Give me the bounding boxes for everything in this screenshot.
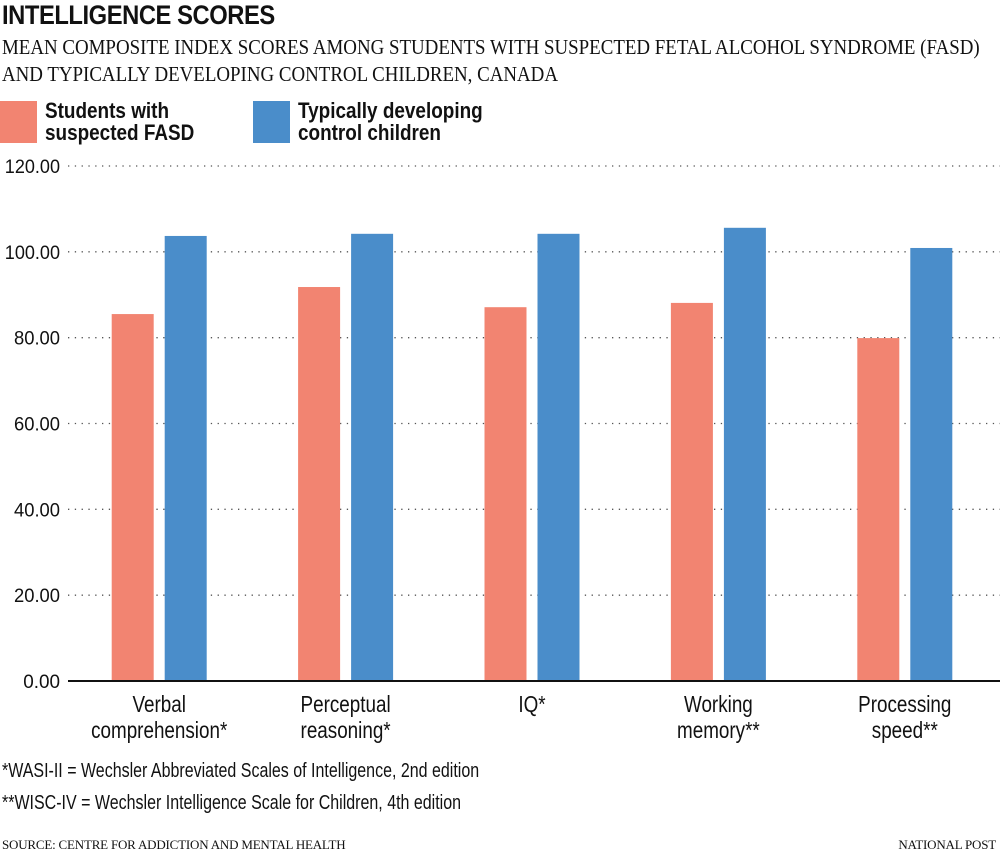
legend-label-control: Typically developing control children (298, 100, 483, 144)
x-tick-label: Verbal (132, 692, 185, 717)
x-tick-label: reasoning* (301, 718, 391, 743)
bar-fasd (111, 314, 154, 681)
bar-control (351, 233, 394, 681)
chart-subtitle: MEAN COMPOSITE INDEX SCORES AMONG STUDEN… (2, 35, 980, 86)
bar-control (537, 233, 580, 681)
bar-control (910, 247, 953, 682)
bar-chart: 0.00 20.00 40.00 60.00 80.00 100.00 120.00 Ver… (5, 157, 1000, 743)
legend-label-line1: Students with (45, 98, 170, 123)
x-tick-label: IQ* (518, 692, 545, 717)
footnote-wisc: **WISC-IV = Wechsler Intelligence Scale … (2, 792, 462, 814)
bar-control (164, 235, 207, 681)
bar-fasd (857, 338, 900, 681)
footnote-wasi: *WASI-II = Wechsler Abbreviated Scales o… (2, 760, 480, 782)
y-tick-label: 60.00 (14, 415, 60, 436)
y-tick-label: 20.00 (14, 586, 60, 607)
y-tick-label: 120.00 (5, 157, 60, 178)
x-tick-label: Perceptual (301, 692, 391, 717)
x-tick-label: memory** (677, 718, 760, 743)
legend-label-line2: control children (298, 120, 441, 145)
bar-fasd (298, 287, 341, 681)
bar-control (723, 227, 766, 682)
legend-label-fasd: Students with control children suspected… (45, 100, 194, 144)
bar-fasd (484, 307, 527, 681)
legend-label-line1: Typically developing (298, 98, 483, 123)
legend-swatch-fasd (0, 101, 37, 143)
x-tick-label: Processing (858, 692, 951, 717)
bar-fasd (670, 302, 713, 681)
legend-label-line2: suspected FASD (45, 120, 195, 145)
bars (111, 227, 953, 682)
source-credit: SOURCE: CENTRE FOR ADDICTION AND MENTAL … (2, 837, 346, 852)
y-tick-label: 80.00 (14, 329, 60, 350)
publisher-credit: NATIONAL POST (898, 837, 996, 852)
y-tick-label: 100.00 (5, 243, 60, 264)
y-tick-label: 0.00 (23, 672, 60, 693)
legend-item-fasd: Students with control children suspected… (0, 100, 219, 144)
legend-swatch-control (253, 101, 290, 143)
x-tick-label: speed** (872, 718, 938, 743)
x-tick-label: Working (684, 692, 753, 717)
y-axis-ticks: 0.00 20.00 40.00 60.00 80.00 100.00 120.00 (5, 157, 60, 693)
y-tick-label: 40.00 (14, 500, 60, 521)
x-tick-label: comprehension* (91, 718, 227, 743)
chart-title: INTELLIGENCE SCORES (2, 0, 275, 30)
legend-item-control: Typically developing control children (253, 100, 513, 144)
